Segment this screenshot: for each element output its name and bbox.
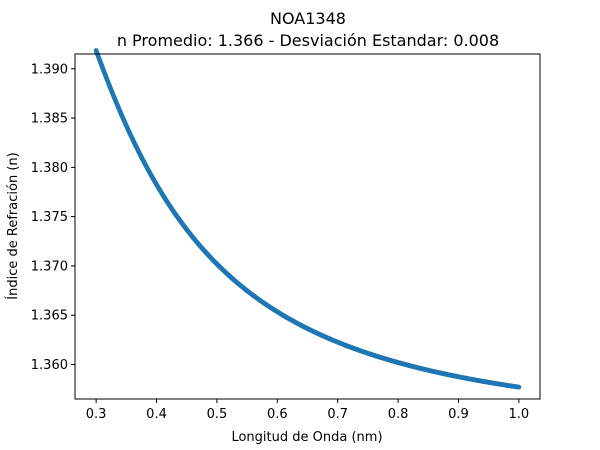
y-tick-label: 1.360 [31, 358, 68, 373]
y-tick-label: 1.380 [31, 161, 68, 176]
x-tick-label: 0.7 [327, 407, 348, 422]
x-tick-label: 0.3 [86, 407, 107, 422]
y-axis-ticks: 1.360 1.365 1.370 1.375 1.380 1.385 1.390 [31, 62, 75, 373]
x-axis-label: Longitud de Onda (nm) [231, 430, 382, 445]
y-axis-label: Índice de Refración (n) [5, 152, 21, 299]
x-tick-label: 0.5 [207, 407, 228, 422]
x-axis-ticks: 0.3 0.4 0.5 0.6 0.7 0.8 0.9 1.0 [86, 399, 529, 422]
plot-area [75, 54, 540, 399]
y-tick-label: 1.365 [31, 309, 68, 324]
y-tick-label: 1.385 [31, 112, 68, 127]
x-tick-label: 1.0 [509, 407, 530, 422]
y-tick-label: 1.375 [31, 210, 68, 225]
x-tick-label: 0.8 [388, 407, 409, 422]
chart-title: NOA1348 [270, 9, 346, 28]
x-tick-label: 0.9 [448, 407, 469, 422]
x-tick-label: 0.6 [267, 407, 288, 422]
x-tick-label: 0.4 [146, 407, 167, 422]
y-tick-label: 1.390 [31, 62, 68, 77]
data-point [516, 385, 521, 390]
y-tick-label: 1.370 [31, 259, 68, 274]
chart-subtitle: n Promedio: 1.366 - Desviación Estandar:… [117, 31, 499, 50]
